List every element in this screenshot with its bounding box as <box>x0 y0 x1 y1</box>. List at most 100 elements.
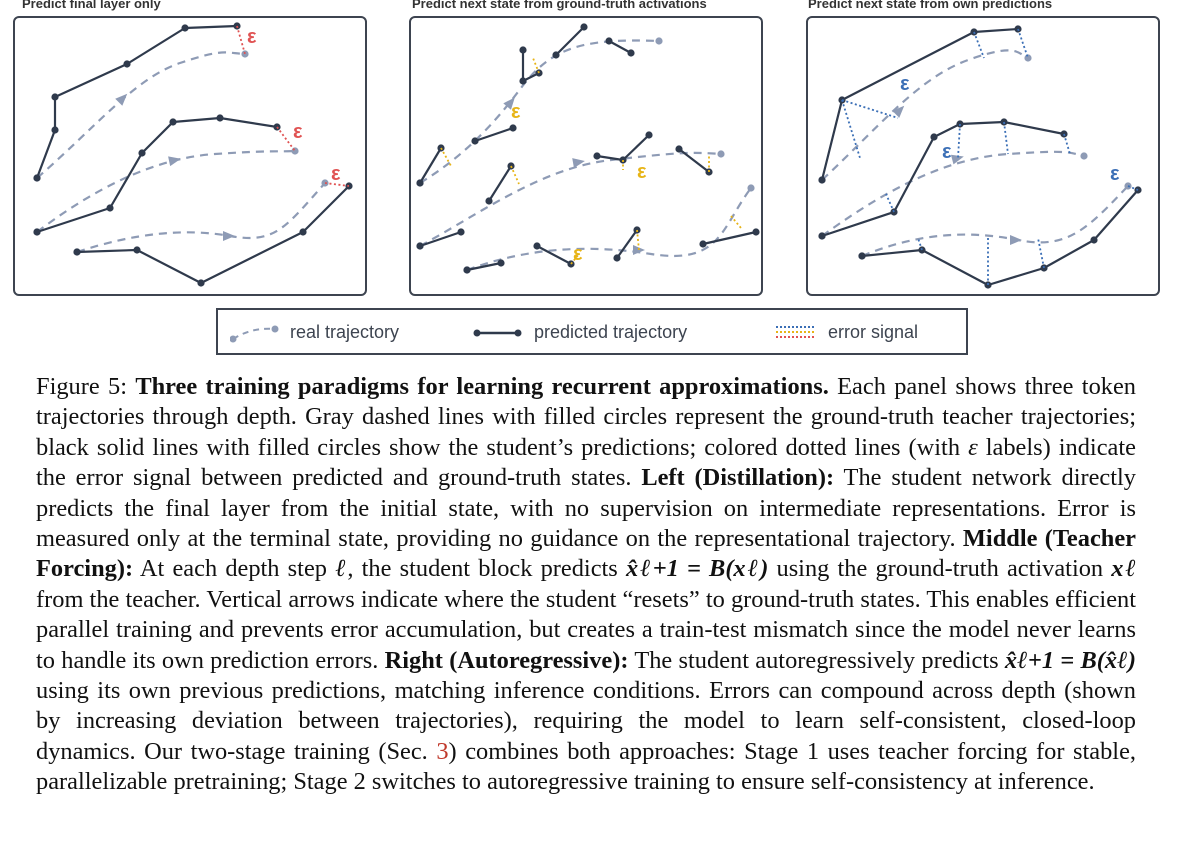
figure-caption: Figure 5: Three training paradigms for l… <box>36 372 1136 798</box>
real-trajectory-1-arrow-icon <box>115 93 128 106</box>
predicted-trajectory-1-point-0 <box>818 176 826 184</box>
epsilon-label-1: ε <box>511 101 521 123</box>
error-signal-icon <box>776 326 814 338</box>
predicted-segment-2a <box>419 230 462 248</box>
predicted-segment-2a-point-0 <box>416 242 424 250</box>
predicted-segment-1c-point-2 <box>535 69 543 77</box>
real-trajectory-2 <box>821 150 1085 237</box>
caption-intro: Each panel shows three token trajectorie… <box>36 373 1136 461</box>
predicted-segment-2d <box>678 148 710 173</box>
predicted-segment-1b <box>474 126 514 143</box>
predicted-trajectory-3-point-2 <box>197 279 205 287</box>
predicted-segment-2d-point-0 <box>675 145 683 153</box>
figure-title: Three training paradigms for learning re… <box>135 373 829 400</box>
predicted-segment-3a-point-1 <box>497 259 505 267</box>
predicted-trajectory-1 <box>820 27 1019 181</box>
real-end-2 <box>717 150 725 158</box>
real-end-2 <box>1080 152 1088 160</box>
real-trajectory-3-arrow-icon <box>633 245 645 255</box>
predicted-segment-1c-point-1 <box>519 77 527 85</box>
panel-autoregressive-plot: ε ε ε <box>818 25 1142 289</box>
predicted-trajectory-1-point-4 <box>181 24 189 32</box>
epsilon-label-2: ε <box>637 161 647 183</box>
real-trajectory-3 <box>466 187 752 272</box>
predicted-trajectory-3 <box>861 189 1139 287</box>
predicted-trajectory-2-point-4 <box>216 114 224 122</box>
error-signal-3b <box>636 229 640 251</box>
left-text: The student network directly predicts th… <box>36 464 1136 553</box>
predicted-trajectory-3-point-4 <box>1090 236 1098 244</box>
error-signal-1a <box>440 147 452 167</box>
predicted-segment-1c <box>521 50 540 83</box>
real-trajectory-icon <box>230 325 279 343</box>
predicted-trajectory-3-point-0 <box>858 252 866 260</box>
predicted-segment-3a <box>466 261 502 272</box>
error-signal-1a <box>841 99 899 119</box>
depth-symbol: ℓ <box>335 555 348 583</box>
panel-distillation-plot: ε ε ε <box>33 22 353 287</box>
predicted-trajectory-3-point-0 <box>73 248 81 256</box>
error-signal-1b <box>841 99 861 159</box>
epsilon-label-1: ε <box>900 73 910 95</box>
epsilon-label-2: ε <box>942 141 952 163</box>
predicted-segment-2a-point-1 <box>457 228 465 236</box>
predicted-trajectory-1 <box>35 24 238 179</box>
middle-text-2: , the student block predicts <box>347 555 618 583</box>
predicted-trajectory-2-point-2 <box>138 149 146 157</box>
predicted-trajectory-2-point-2 <box>930 133 938 141</box>
error-signal-1c <box>973 31 985 59</box>
predicted-segment-1a <box>419 147 442 184</box>
right-heading: Right (Autoregressive): <box>384 646 629 674</box>
real-trajectory-2 <box>36 149 296 233</box>
legend-item-error: error signal <box>774 321 918 343</box>
real-end-3 <box>747 184 755 192</box>
panel-autoregressive: ε ε ε <box>806 16 1160 296</box>
predicted-segment-3a-point-0 <box>463 266 471 274</box>
middle-heading: Middle (Teacher Forcing): <box>36 525 1136 583</box>
error-signal-1 <box>236 25 246 55</box>
predicted-trajectory-2-point-3 <box>169 118 177 126</box>
right-text-3: ) combines both approaches: Stage 1 uses… <box>36 737 1136 796</box>
epsilon-label-3: ε <box>1110 163 1120 185</box>
real-trajectory-3 <box>76 182 326 254</box>
predicted-trajectory-3 <box>76 185 350 285</box>
real-trajectory-1 <box>419 39 660 184</box>
predicted-segment-2b <box>488 165 512 202</box>
predicted-segment-1e-point-1 <box>627 49 635 57</box>
predicted-segment-2c-point-2 <box>645 131 653 139</box>
right-equation: x̂ℓ+1 = B(x̂ℓ) <box>1004 646 1136 674</box>
predicted-trajectory-3-point-3 <box>299 228 307 236</box>
predicted-segment-3c-point-0 <box>613 254 621 262</box>
section-reference-link[interactable]: 3 <box>436 737 449 765</box>
error-signal-3d <box>1127 185 1139 191</box>
predicted-segment-1b-point-1 <box>509 124 517 132</box>
real-trajectory-2-arrow-icon <box>572 158 585 168</box>
predicted-segment-2b-point-1 <box>507 162 515 170</box>
predicted-trajectory-1-point-3 <box>1014 25 1022 33</box>
error-signal-2b <box>957 123 961 159</box>
predicted-segment-1b-point-0 <box>471 137 479 145</box>
error-signal-3c <box>1037 237 1045 269</box>
predicted-segment-1d <box>555 26 585 56</box>
predicted-segment-1d-point-1 <box>580 23 588 31</box>
panel-teacher-forcing: ε ε ε <box>409 16 763 296</box>
epsilon-label-3: ε <box>573 243 583 265</box>
predicted-segment-3c <box>616 229 638 259</box>
predicted-trajectory-2-point-0 <box>818 232 826 240</box>
real-trajectory-2-arrow-icon <box>950 154 964 165</box>
caption-intro-end: labels) indicate the error signal betwee… <box>36 433 1136 492</box>
epsilon-label-2: ε <box>293 121 303 143</box>
legend: real trajectory predicted trajectory err… <box>216 308 968 355</box>
predicted-segment-3b <box>536 245 572 265</box>
real-end-1 <box>655 37 663 45</box>
middle-variable: xℓ <box>1111 555 1136 583</box>
real-end-1 <box>241 50 249 58</box>
error-signal-2c <box>1003 121 1009 155</box>
real-trajectory-3-arrow-icon <box>223 231 235 241</box>
left-heading: Left (Distillation): <box>641 464 835 492</box>
middle-text-3: using the ground-truth activation <box>776 555 1104 583</box>
predicted-trajectory-1-point-1 <box>51 126 59 134</box>
predicted-segment-1d-point-0 <box>552 51 560 59</box>
real-trajectory-2-arrow-icon <box>168 156 181 167</box>
legend-item-predicted: predicted trajectory <box>472 321 687 343</box>
